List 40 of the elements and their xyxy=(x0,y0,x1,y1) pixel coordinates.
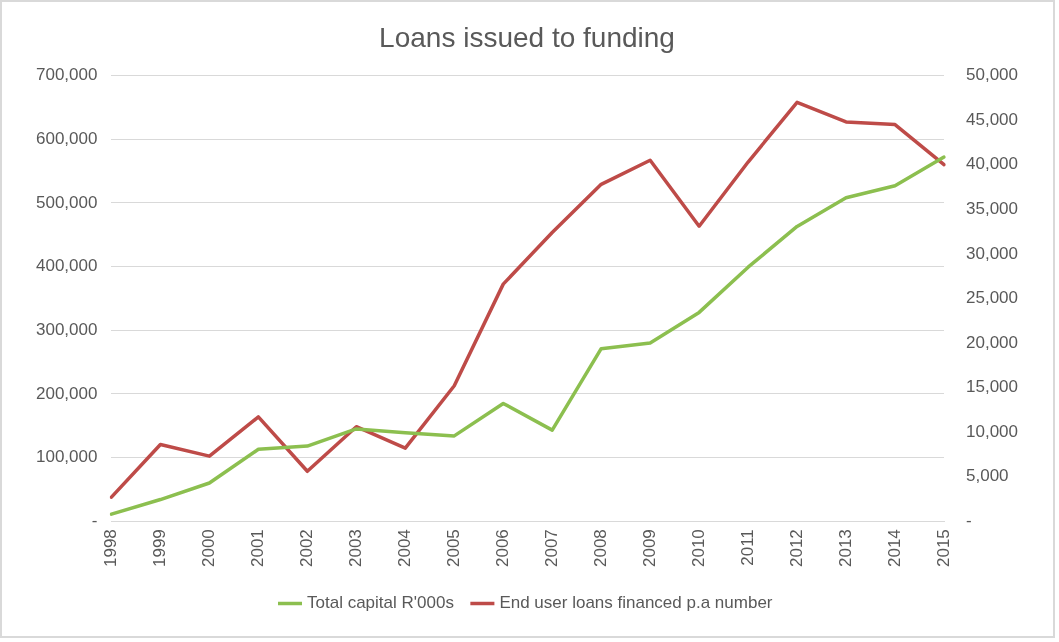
x-tick-label: 2002 xyxy=(297,529,317,568)
x-tick-label: 2012 xyxy=(786,529,806,568)
x-tick-label: 2014 xyxy=(884,529,904,568)
y2-tick-label: 30,000 xyxy=(966,243,1018,263)
x-tick-label: 2013 xyxy=(835,529,855,568)
y2-tick-label: 40,000 xyxy=(966,154,1018,174)
y2-tick-label: 35,000 xyxy=(966,198,1018,218)
x-tick-label: 2006 xyxy=(492,529,512,568)
x-tick-label: 2004 xyxy=(394,529,414,568)
y-tick-label: 400,000 xyxy=(36,256,98,276)
x-tick-label: 2000 xyxy=(199,529,219,568)
y2-tick-label: 50,000 xyxy=(966,65,1018,85)
x-tick-label: 2007 xyxy=(541,529,561,568)
x-tick-label: 2008 xyxy=(590,529,610,568)
y2-tick-label: 5,000 xyxy=(966,466,1009,486)
y-tick-label: 600,000 xyxy=(36,128,98,148)
legend-label: End user loans financed p.a number xyxy=(499,593,773,613)
y2-tick-label: 10,000 xyxy=(966,421,1018,441)
x-tick-label: 2011 xyxy=(737,529,757,566)
y-tick-label: 500,000 xyxy=(36,192,98,212)
x-tick-label: 1998 xyxy=(101,529,121,568)
y2-tick-label: 25,000 xyxy=(966,288,1018,308)
y-tick-label: 100,000 xyxy=(36,447,98,467)
y-tick-label: 300,000 xyxy=(36,319,98,339)
x-tick-label: 2009 xyxy=(639,529,659,568)
x-tick-label: 2005 xyxy=(443,529,463,568)
y2-tick-label: 20,000 xyxy=(966,332,1018,352)
y2-tick-label: - xyxy=(966,510,972,530)
y2-tick-label: 45,000 xyxy=(966,109,1018,129)
y-tick-label: 700,000 xyxy=(36,65,98,85)
chart-title: Loans issued to funding xyxy=(379,21,675,53)
x-tick-label: 2001 xyxy=(248,529,268,568)
x-tick-label: 2003 xyxy=(346,529,366,568)
legend-label: Total capital R'000s xyxy=(307,593,454,613)
y2-tick-label: 15,000 xyxy=(966,377,1018,397)
x-tick-label: 1999 xyxy=(150,529,170,568)
y-tick-label: - xyxy=(91,510,98,530)
x-tick-label: 2015 xyxy=(933,529,953,568)
y-tick-label: 200,000 xyxy=(36,383,98,403)
x-tick-label: 2010 xyxy=(688,529,708,568)
